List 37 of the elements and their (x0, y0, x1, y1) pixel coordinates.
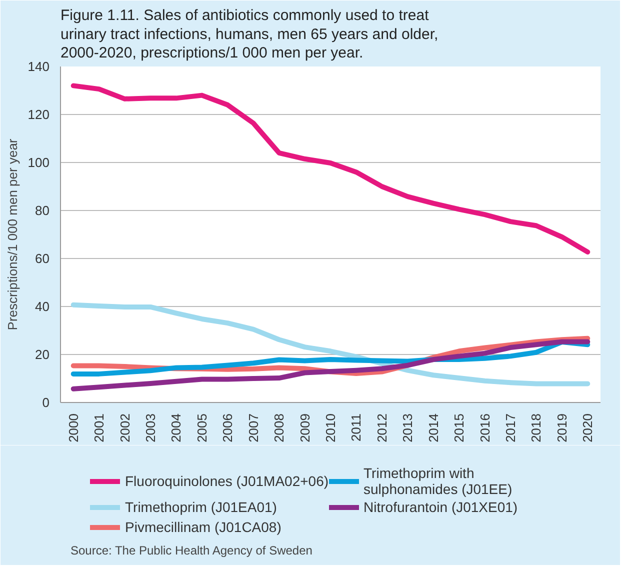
x-tick-label: 2004 (168, 414, 184, 442)
legend-label: Pivmecillinam (J01CA08) (125, 519, 282, 535)
x-tick-label: 2007 (246, 414, 261, 442)
x-tick-label: 2014 (426, 414, 441, 442)
x-tick-label: 2001 (92, 414, 107, 442)
x-tick-label: 2013 (400, 414, 416, 442)
x-tick-label: 2009 (297, 414, 312, 442)
x-tick-label: 2000 (66, 414, 81, 442)
legend-label: Fluoroquinolones (J01MA02+06) (125, 473, 329, 489)
y-tick-label: 120 (28, 107, 50, 122)
chart-title: Figure 1.11. Sales of antibiotics commonly used to treat urinary tract infections, humans, men 65 years and older, 2000-2020, prescriptions/1 000 men per year. (60, 7, 438, 62)
y-tick-label: 80 (35, 203, 50, 218)
x-tick-label: 2020 (580, 414, 596, 442)
legend-label: Trimethoprim with sulphonamides (J01EE) (364, 465, 512, 497)
y-tick-label: 0 (42, 395, 50, 410)
x-tick-label: 2012 (374, 414, 390, 442)
y-tick-label: 60 (35, 251, 50, 266)
x-tick-label: 2002 (117, 414, 132, 442)
y-tick-label: 100 (28, 155, 50, 170)
y-tick-label: 140 (28, 59, 50, 74)
x-tick-label: 2016 (477, 414, 492, 442)
x-tick-label: 2017 (503, 414, 518, 442)
y-tick-label: 40 (35, 299, 50, 314)
x-tick-label: 2011 (348, 413, 364, 442)
x-tick-label: 2005 (194, 414, 210, 442)
legend-label: Nitrofurantoin (J01XE01) (364, 499, 518, 515)
x-tick-label: 2006 (220, 414, 236, 442)
x-tick-label: 2019 (554, 414, 570, 442)
x-tick-label: 2010 (323, 414, 338, 442)
source-note: Source: The Public Health Agency of Sweden (70, 544, 312, 558)
legend-label: Trimethoprim (J01EA01) (125, 499, 277, 515)
x-tick-label: 2018 (528, 414, 544, 442)
x-tick-label: 2003 (143, 414, 158, 442)
x-tick-label: 2008 (272, 414, 287, 442)
x-tick-label: 2015 (452, 414, 467, 442)
y-axis-title: Prescriptions/1 000 men per year (4, 138, 20, 330)
y-tick-label: 20 (35, 347, 50, 362)
